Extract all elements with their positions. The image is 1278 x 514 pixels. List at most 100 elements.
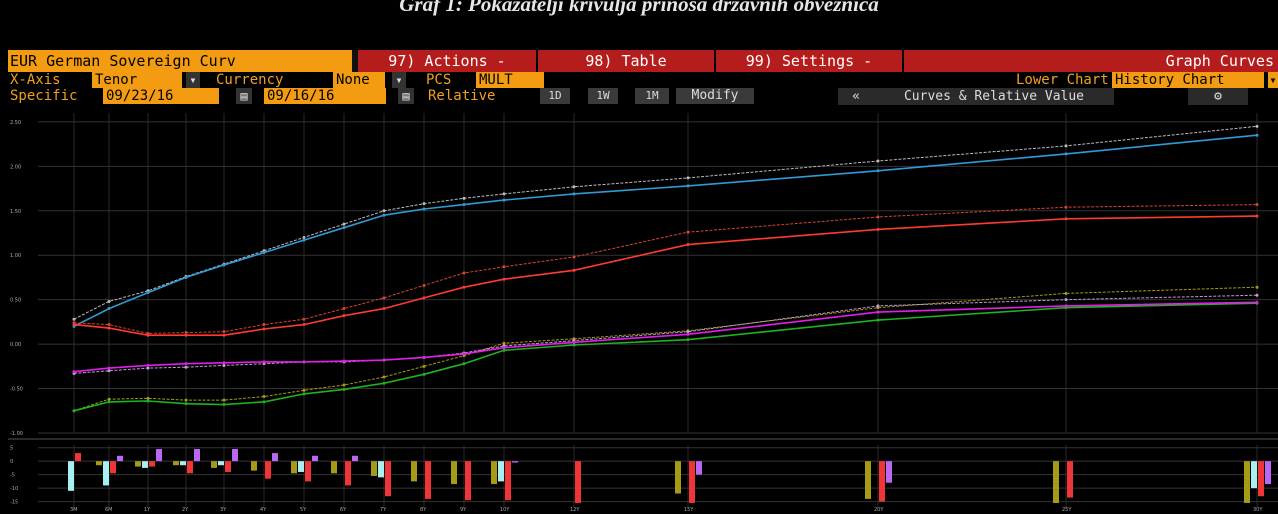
bar-bar_cyan-10Y	[498, 461, 504, 482]
currency-dropdown-icon[interactable]: ▾	[392, 72, 406, 88]
curve-point-olive_prev-2Y	[184, 398, 188, 402]
date-field-2[interactable]: 09/16/16	[264, 88, 386, 104]
bar-bar_cyan-6M	[103, 461, 109, 486]
page-title: Graf 1: Pokazatelji krivulja prinosa drž…	[399, 0, 879, 16]
bar-bar_purple-1Y	[156, 449, 162, 462]
curve-point-red-15Y	[686, 243, 690, 247]
curve-point-olive_prev-6M	[107, 397, 111, 401]
bar-bar_olive-3Y	[211, 461, 217, 468]
curve-point-red_prev-7Y	[382, 296, 386, 300]
curve-point-magenta-5Y	[302, 360, 306, 364]
btn-1m[interactable]: 1M	[635, 88, 669, 104]
curve-point-blue_prev-8Y	[422, 202, 426, 206]
bar-bar_purple-15Y	[696, 461, 702, 475]
bar-bar_red-20Y	[879, 461, 885, 502]
collapse-button[interactable]: «	[838, 88, 874, 105]
curve-point-green-3M	[72, 409, 76, 413]
bar-bar_red-7Y	[385, 461, 391, 497]
curve-point-red-30Y	[1255, 214, 1259, 218]
curve-point-blue_prev-9Y	[462, 196, 466, 200]
curve-point-blue_prev-30Y	[1255, 124, 1259, 128]
date-controls: Specific 09/23/16 ▤ 09/16/16 ▤ Relative …	[8, 88, 1278, 105]
xaxis-label: X-Axis	[10, 72, 61, 88]
curve-point-blue-6Y	[342, 226, 346, 230]
x-tick-4Y: 4Y	[260, 507, 267, 512]
graph-curves-button[interactable]: Graph Curves	[904, 50, 1278, 72]
bar-bar_red-3M	[75, 453, 81, 462]
curve-point-red_prev-9Y	[462, 271, 466, 275]
settings-button[interactable]: 99) Settings -	[716, 50, 904, 72]
bar-bar_olive-30Y	[1244, 461, 1250, 503]
curve-point-olive_prev-5Y	[302, 388, 306, 392]
bar-bar_olive-2Y	[173, 461, 179, 466]
date-field-1[interactable]: 09/23/16	[103, 88, 219, 104]
curve-point-red-6M	[107, 326, 111, 330]
axis-ticks: 2.50 2.00 1.50 1.00 0.50 0.00 -0.50 -1.00 5 0 -5 -1…	[10, 120, 1263, 512]
curve-line-red_prev	[73, 204, 1258, 334]
curve-point-blue-3Y	[222, 263, 226, 267]
curve-point-olive_prev-7Y	[382, 375, 386, 379]
btn-1w[interactable]: 1W	[588, 88, 618, 104]
y-tick-bottom--5: -5	[10, 473, 15, 479]
curve-point-green-20Y	[876, 318, 880, 322]
curve-point-red-9Y	[462, 285, 466, 289]
curve-point-blue_prev-7Y	[382, 209, 386, 213]
curves-relative-value-button[interactable]: Curves & Relative Value	[874, 88, 1114, 105]
xaxis-dropdown-icon[interactable]: ▾	[186, 72, 200, 88]
curve-point-blue_prev-5Y	[302, 235, 306, 239]
curve-point-lavender_prev-25Y	[1064, 298, 1068, 302]
x-tick-2Y: 2Y	[182, 507, 189, 512]
bar-bar_purple-30Y	[1265, 461, 1271, 485]
curve-point-magenta-12Y	[572, 340, 576, 344]
calendar-icon-1[interactable]: ▤	[236, 88, 252, 104]
table-button[interactable]: 98) Table	[538, 50, 716, 72]
curve-point-olive_prev-4Y	[262, 395, 266, 399]
relative-label: Relative	[428, 88, 496, 104]
bar-bar_purple-4Y	[272, 453, 278, 462]
y-tick--0.50: -0.50	[10, 387, 23, 393]
bar-bar_cyan-3Y	[218, 461, 224, 466]
btn-1d[interactable]: 1D	[540, 88, 570, 104]
curve-point-blue_prev-20Y	[876, 159, 880, 163]
curve-point-red_prev-6Y	[342, 307, 346, 311]
curve-point-blue_prev-12Y	[572, 185, 576, 189]
xaxis-select[interactable]: Tenor	[92, 72, 182, 88]
gear-icon[interactable]: ⚙	[1188, 88, 1248, 105]
bar-bar_red-3Y	[225, 461, 231, 472]
actions-button[interactable]: 97) Actions -	[358, 50, 538, 72]
curve-point-magenta-15Y	[686, 332, 690, 336]
curve-point-red-2Y	[184, 333, 188, 337]
curve-point-magenta-10Y	[502, 346, 506, 350]
ticker-field[interactable]: EUR German Sovereign Curv	[8, 50, 352, 72]
lower-chart-select[interactable]: History Chart	[1112, 72, 1264, 88]
curve-point-green-4Y	[262, 400, 266, 404]
curve-point-lavender_prev-6M	[107, 369, 111, 373]
lower-chart-dropdown-icon[interactable]: ▾	[1268, 72, 1278, 88]
curve-point-blue-9Y	[462, 203, 466, 207]
curve-point-red-10Y	[502, 277, 506, 281]
calendar-icon-2[interactable]: ▤	[398, 88, 414, 104]
bar-bar_olive-8Y	[411, 461, 417, 482]
pcs-label: PCS	[426, 72, 452, 88]
curve-point-red_prev-25Y	[1064, 205, 1068, 209]
curve-point-red_prev-15Y	[686, 230, 690, 234]
pcs-value[interactable]: MULT	[476, 72, 544, 88]
bar-bar_olive-6M	[96, 461, 102, 466]
curve-point-green-9Y	[462, 362, 466, 366]
curve-point-olive_prev-1Y	[146, 396, 150, 400]
curve-point-magenta-3M	[72, 370, 76, 374]
curve-point-olive_prev-8Y	[422, 364, 426, 368]
curve-point-green-1Y	[146, 399, 150, 403]
curve-point-red_prev-8Y	[422, 283, 426, 287]
curve-point-green-6M	[107, 400, 111, 404]
currency-select[interactable]: None	[333, 72, 385, 88]
bar-bar_olive-25Y	[1053, 461, 1059, 503]
curve-point-green-2Y	[184, 402, 188, 406]
curve-point-red_prev-5Y	[302, 317, 306, 321]
specific-label: Specific	[10, 88, 78, 104]
bar-bar_purple-2Y	[194, 449, 200, 462]
curve-point-red_prev-30Y	[1255, 203, 1259, 207]
bar-bar_purple-10Y	[512, 461, 518, 463]
modify-button[interactable]: Modify	[676, 88, 754, 104]
curve-point-magenta-7Y	[382, 358, 386, 362]
